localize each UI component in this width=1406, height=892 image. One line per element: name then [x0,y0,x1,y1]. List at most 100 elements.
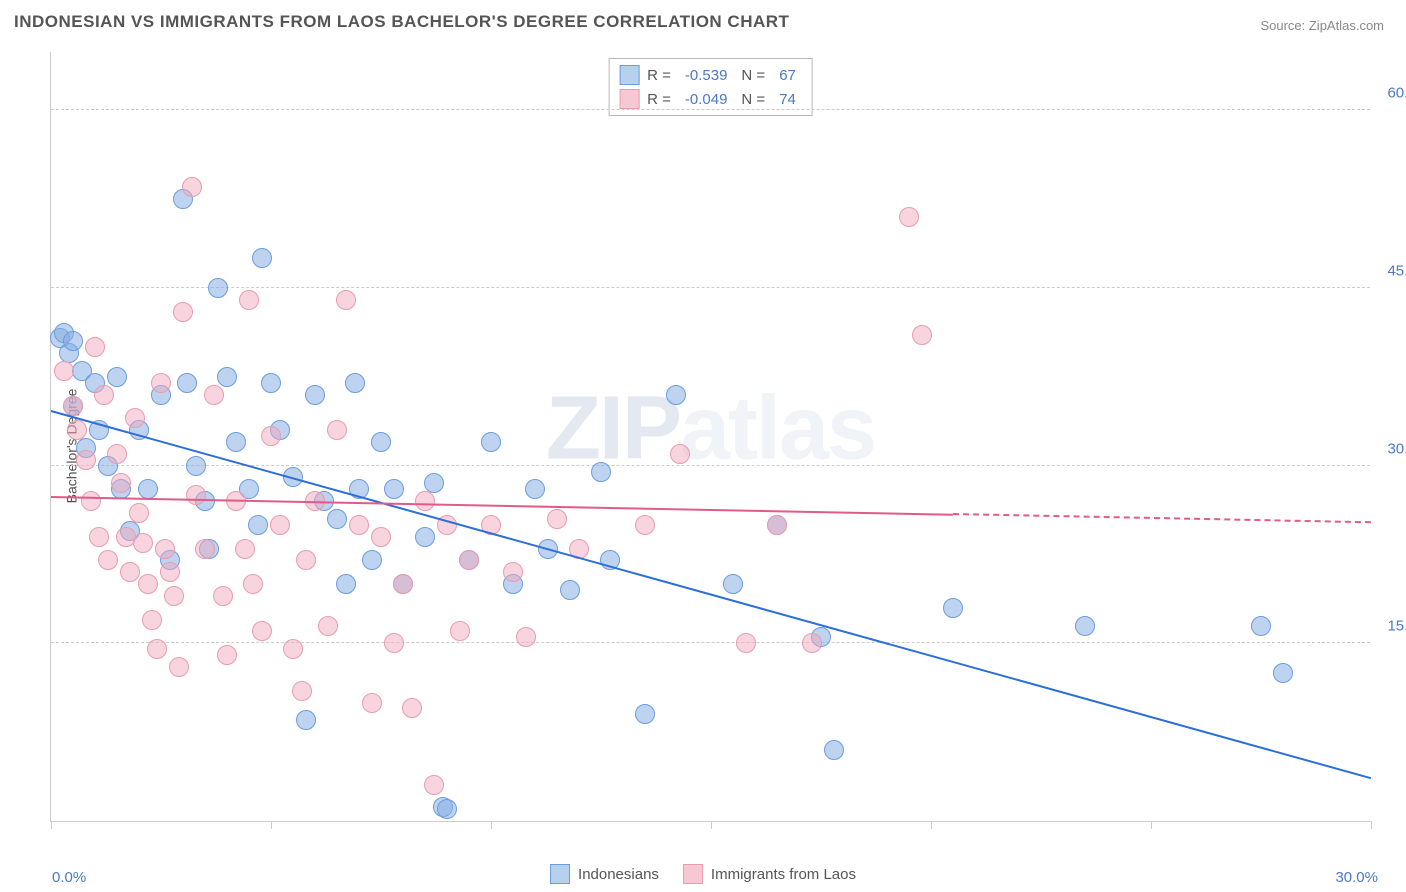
scatter-point-indonesians [226,432,246,452]
legend-item: Immigrants from Laos [683,864,856,884]
r-label: R = [647,67,671,84]
scatter-point-indonesians [824,740,844,760]
scatter-point-indonesians [635,704,655,724]
watermark-atlas: atlas [680,378,875,478]
stats-row: R =-0.049N =74 [619,87,802,111]
scatter-point-laos [67,420,87,440]
scatter-point-indonesians [296,710,316,730]
scatter-point-laos [235,539,255,559]
scatter-point-laos [142,610,162,630]
y-tick-label: 15.0% [1387,618,1406,635]
scatter-point-laos [98,550,118,570]
scatter-point-laos [327,420,347,440]
scatter-point-indonesians [1251,616,1271,636]
scatter-point-laos [164,586,184,606]
scatter-point-indonesians [177,373,197,393]
x-axis-max-label: 30.0% [1335,869,1378,886]
scatter-point-laos [160,562,180,582]
scatter-point-laos [169,657,189,677]
scatter-point-laos [318,616,338,636]
scatter-point-laos [296,550,316,570]
legend-swatch [550,864,570,884]
gridline [51,287,1370,288]
legend-item: Indonesians [550,864,659,884]
scatter-point-indonesians [208,278,228,298]
scatter-point-laos [503,562,523,582]
scatter-point-laos [393,574,413,594]
scatter-point-laos [182,177,202,197]
scatter-point-laos [899,207,919,227]
scatter-point-indonesians [305,385,325,405]
scatter-point-laos [402,698,422,718]
scatter-point-indonesians [666,385,686,405]
stats-box: R =-0.539N =67R =-0.049N =74 [608,58,813,116]
scatter-point-indonesians [362,550,382,570]
bottom-legend: Indonesians Immigrants from Laos [550,864,856,884]
scatter-point-indonesians [384,479,404,499]
scatter-point-laos [217,645,237,665]
scatter-point-laos [802,633,822,653]
scatter-point-indonesians [1075,616,1095,636]
scatter-point-indonesians [525,479,545,499]
x-tick [51,821,52,829]
chart-container: INDONESIAN VS IMMIGRANTS FROM LAOS BACHE… [0,0,1406,892]
scatter-point-indonesians [336,574,356,594]
scatter-point-indonesians [138,479,158,499]
scatter-point-laos [415,491,435,511]
trend-line-dashed [953,513,1371,523]
scatter-point-indonesians [371,432,391,452]
scatter-point-indonesians [107,367,127,387]
gridline [51,109,1370,110]
scatter-point-laos [336,290,356,310]
scatter-point-indonesians [415,527,435,547]
scatter-point-laos [147,639,167,659]
y-tick-label: 60.0% [1387,85,1406,102]
scatter-point-laos [252,621,272,641]
scatter-point-laos [138,574,158,594]
scatter-point-laos [133,533,153,553]
scatter-point-laos [243,574,263,594]
scatter-point-laos [107,444,127,464]
chart-title: INDONESIAN VS IMMIGRANTS FROM LAOS BACHE… [14,12,789,32]
scatter-point-laos [120,562,140,582]
trend-line [51,496,953,516]
scatter-point-laos [283,639,303,659]
source-label: Source: ZipAtlas.com [1260,18,1384,33]
scatter-point-laos [54,361,74,381]
r-value: -0.049 [685,91,728,108]
scatter-point-indonesians [560,580,580,600]
x-tick [271,821,272,829]
scatter-point-laos [239,290,259,310]
scatter-point-laos [155,539,175,559]
scatter-point-laos [94,385,114,405]
scatter-point-laos [736,633,756,653]
scatter-point-laos [151,373,171,393]
x-tick [1151,821,1152,829]
scatter-point-indonesians [943,598,963,618]
scatter-point-laos [195,539,215,559]
scatter-point-laos [349,515,369,535]
scatter-point-laos [767,515,787,535]
y-tick-label: 30.0% [1387,440,1406,457]
x-tick [711,821,712,829]
x-tick [931,821,932,829]
legend-swatch [619,65,639,85]
chart-area: ZIPatlas R =-0.539N =67R =-0.049N =74 15… [50,52,1370,822]
x-tick [491,821,492,829]
y-tick-label: 45.0% [1387,262,1406,279]
scatter-point-laos [292,681,312,701]
scatter-point-laos [424,775,444,795]
scatter-point-laos [912,325,932,345]
scatter-point-indonesians [437,799,457,819]
scatter-point-indonesians [345,373,365,393]
r-value: -0.539 [685,67,728,84]
x-axis-min-label: 0.0% [52,869,86,886]
trend-line [51,410,1372,779]
scatter-point-laos [362,693,382,713]
scatter-point-laos [85,337,105,357]
scatter-point-laos [89,527,109,547]
n-label: N = [741,91,765,108]
scatter-point-indonesians [248,515,268,535]
scatter-point-laos [371,527,391,547]
scatter-point-laos [125,408,145,428]
